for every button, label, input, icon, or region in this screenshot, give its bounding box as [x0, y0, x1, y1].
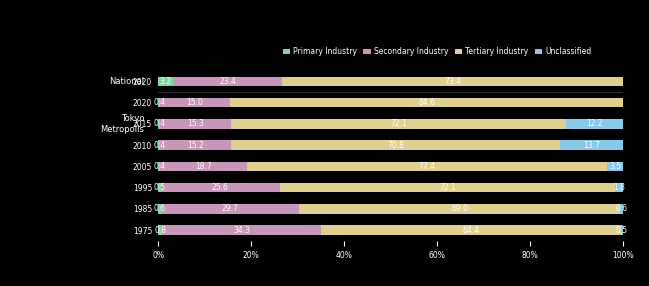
Bar [607, 162, 623, 171]
Text: 15.0: 15.0 [187, 98, 204, 107]
Bar [158, 98, 160, 108]
Text: 34.3: 34.3 [233, 226, 251, 235]
Text: 18.7: 18.7 [195, 162, 212, 171]
Text: 70.8: 70.8 [387, 141, 404, 150]
Text: 77.4: 77.4 [419, 162, 435, 171]
Text: 13.7: 13.7 [583, 141, 600, 150]
Bar [560, 140, 624, 150]
Bar [231, 119, 567, 129]
Bar [160, 162, 247, 171]
Bar [173, 77, 282, 86]
Bar [282, 77, 623, 86]
Bar [160, 119, 231, 129]
Text: 23.4: 23.4 [219, 77, 236, 86]
Text: 0.6: 0.6 [154, 204, 165, 213]
Text: 1.8: 1.8 [613, 183, 625, 192]
Text: 64.4: 64.4 [463, 226, 480, 235]
Text: 0.6: 0.6 [615, 204, 628, 213]
Bar [230, 98, 623, 108]
Bar [615, 183, 623, 192]
Text: National: National [109, 77, 144, 86]
Bar [161, 204, 299, 214]
Text: 72.1: 72.1 [391, 120, 408, 128]
Text: 0.4: 0.4 [153, 162, 165, 171]
Text: 0.4: 0.4 [153, 98, 165, 107]
Bar [321, 225, 621, 235]
Text: 3.5: 3.5 [609, 162, 621, 171]
Text: 0.4: 0.4 [153, 120, 165, 128]
Bar [162, 225, 321, 235]
Bar [620, 204, 623, 214]
Text: 69.0: 69.0 [451, 204, 468, 213]
Text: Tokyo
Metropolls: Tokyo Metropolls [101, 114, 144, 134]
Text: 0.4: 0.4 [153, 141, 165, 150]
Bar [280, 183, 615, 192]
Text: 0.5: 0.5 [153, 183, 165, 192]
Bar [161, 183, 280, 192]
Bar [247, 162, 607, 171]
Bar [299, 204, 620, 214]
Bar [231, 140, 560, 150]
Text: 0.8: 0.8 [154, 226, 166, 235]
Text: 25.6: 25.6 [212, 183, 228, 192]
Bar [158, 204, 161, 214]
Text: 0.5: 0.5 [616, 226, 628, 235]
Bar [158, 77, 173, 86]
Bar [158, 162, 160, 171]
Bar [158, 225, 162, 235]
Text: 29.7: 29.7 [222, 204, 239, 213]
Bar [567, 119, 623, 129]
Text: 15.2: 15.2 [187, 141, 204, 150]
Text: 72.1: 72.1 [439, 183, 456, 192]
Text: 3.2: 3.2 [160, 77, 172, 86]
Text: 12.2: 12.2 [587, 120, 603, 128]
Bar [158, 119, 160, 129]
Bar [158, 140, 160, 150]
Bar [160, 140, 231, 150]
Text: 73.4: 73.4 [444, 77, 461, 86]
Bar [158, 183, 161, 192]
Bar [621, 225, 623, 235]
Bar [160, 98, 230, 108]
Text: 84.6: 84.6 [418, 98, 435, 107]
Legend: Primary Industry, Secondary Industry, Tertiary Industry, Unclassified: Primary Industry, Secondary Industry, Te… [280, 44, 595, 59]
Text: 15.3: 15.3 [188, 120, 204, 128]
